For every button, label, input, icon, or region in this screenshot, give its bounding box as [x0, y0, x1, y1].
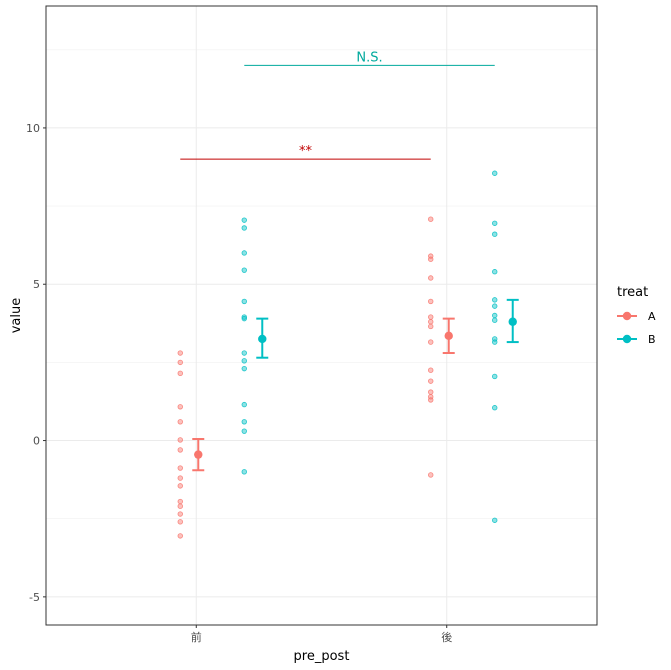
mean-point — [258, 334, 267, 344]
y-axis-ticks: -5 0 5 10 — [26, 122, 46, 604]
mean-errorbars — [192, 298, 519, 472]
data-point — [177, 498, 183, 505]
data-point — [428, 339, 434, 345]
data-point — [428, 367, 434, 373]
data-point — [428, 323, 434, 330]
y-axis-title: value — [9, 298, 24, 334]
legend-label: A — [648, 310, 656, 323]
data-point — [428, 298, 434, 305]
data-point — [177, 370, 183, 377]
data-point — [428, 389, 434, 395]
data-point — [177, 533, 183, 539]
data-point — [241, 314, 247, 320]
y-tick-label: 0 — [33, 435, 40, 448]
grid-minor — [46, 49, 597, 520]
y-tick-label: -5 — [29, 591, 40, 604]
legend-title: treat — [617, 285, 648, 300]
data-point — [492, 231, 498, 237]
data-point — [428, 256, 434, 262]
data-point — [492, 297, 498, 303]
data-point — [241, 419, 247, 425]
data-point — [428, 319, 434, 325]
mean-point — [194, 450, 203, 459]
y-tick-label: 10 — [26, 122, 40, 135]
legend-label: B — [648, 333, 656, 346]
legend-key-point — [622, 311, 632, 321]
data-point — [177, 475, 183, 481]
data-point — [428, 378, 434, 384]
data-point — [492, 373, 498, 380]
legend: treat AB — [617, 285, 656, 346]
data-point — [177, 419, 183, 425]
x-axis-title: pre_post — [294, 649, 350, 664]
data-point — [241, 365, 247, 372]
y-tick-label: 5 — [33, 278, 40, 291]
data-point — [241, 315, 247, 322]
data-point — [428, 275, 434, 281]
x-axis-ticks: 前後 — [191, 625, 452, 644]
x-tick-label: 前 — [191, 630, 202, 644]
data-point — [177, 359, 183, 366]
data-point — [241, 225, 247, 231]
data-points — [177, 170, 498, 539]
data-point — [241, 401, 247, 408]
data-point — [241, 267, 247, 273]
data-point — [428, 314, 434, 320]
data-point — [492, 317, 498, 323]
legend-key-point — [622, 334, 632, 344]
data-point — [492, 170, 498, 176]
data-point — [177, 404, 183, 410]
mean-point — [444, 331, 453, 341]
data-point — [428, 397, 434, 403]
data-point — [241, 358, 247, 364]
data-point — [492, 339, 498, 345]
data-point — [492, 405, 498, 411]
data-point — [241, 428, 247, 434]
data-point — [177, 350, 183, 356]
data-point — [428, 472, 434, 478]
significance-annotations: ** N.S. — [180, 50, 495, 160]
data-point — [177, 503, 183, 509]
significance-label: N.S. — [356, 50, 382, 65]
data-point — [177, 447, 183, 453]
data-point — [428, 216, 434, 222]
mean-point — [508, 317, 517, 326]
significance-label: ** — [299, 144, 313, 159]
grid-major — [46, 6, 597, 625]
data-point — [177, 511, 183, 517]
panel-border — [45, 5, 598, 626]
data-point — [177, 483, 183, 489]
data-point — [492, 517, 498, 523]
data-point — [241, 350, 247, 356]
data-point — [241, 298, 247, 305]
data-point — [177, 519, 183, 525]
data-point — [241, 217, 247, 223]
data-point — [492, 303, 498, 309]
data-point — [241, 250, 247, 256]
data-point — [177, 437, 183, 443]
data-point — [492, 269, 498, 275]
data-point — [492, 312, 498, 319]
data-point — [177, 465, 183, 471]
data-point — [492, 220, 498, 226]
data-point — [241, 469, 247, 475]
x-tick-label: 後 — [441, 630, 452, 644]
